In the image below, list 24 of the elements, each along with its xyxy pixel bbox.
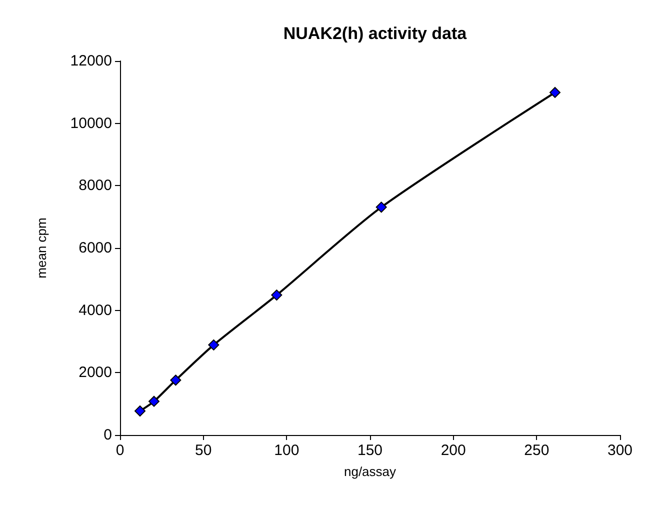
x-tick-label: 0	[116, 442, 124, 459]
y-tick-label: 6000	[78, 240, 112, 256]
point	[376, 202, 387, 213]
y-tick-label: 10000	[70, 114, 112, 132]
x-tick-label: 50	[194, 442, 212, 459]
y-tick-label: 8000	[78, 177, 112, 194]
point	[271, 290, 282, 301]
x-tick-label: 300	[607, 442, 633, 459]
y-axis-title: mean cpm	[34, 218, 49, 278]
chart-title: NUAK2(h) activity data	[283, 24, 468, 43]
point	[550, 86, 560, 98]
point	[148, 396, 160, 407]
x-tick-label: 200	[440, 442, 466, 459]
y-tick-label: 4000	[78, 302, 112, 319]
x-axis-title: ng/assay	[344, 464, 397, 479]
x-tick-label: 250	[524, 442, 550, 459]
point	[208, 339, 220, 350]
y-tick-label: 12000	[70, 52, 112, 70]
x-tick-label: 100	[274, 442, 300, 459]
point	[170, 374, 182, 386]
point	[134, 406, 146, 416]
y-tick-label: 2000	[78, 364, 112, 382]
x-tick-label: 150	[357, 442, 383, 459]
y-tick-label: 0	[104, 426, 112, 444]
